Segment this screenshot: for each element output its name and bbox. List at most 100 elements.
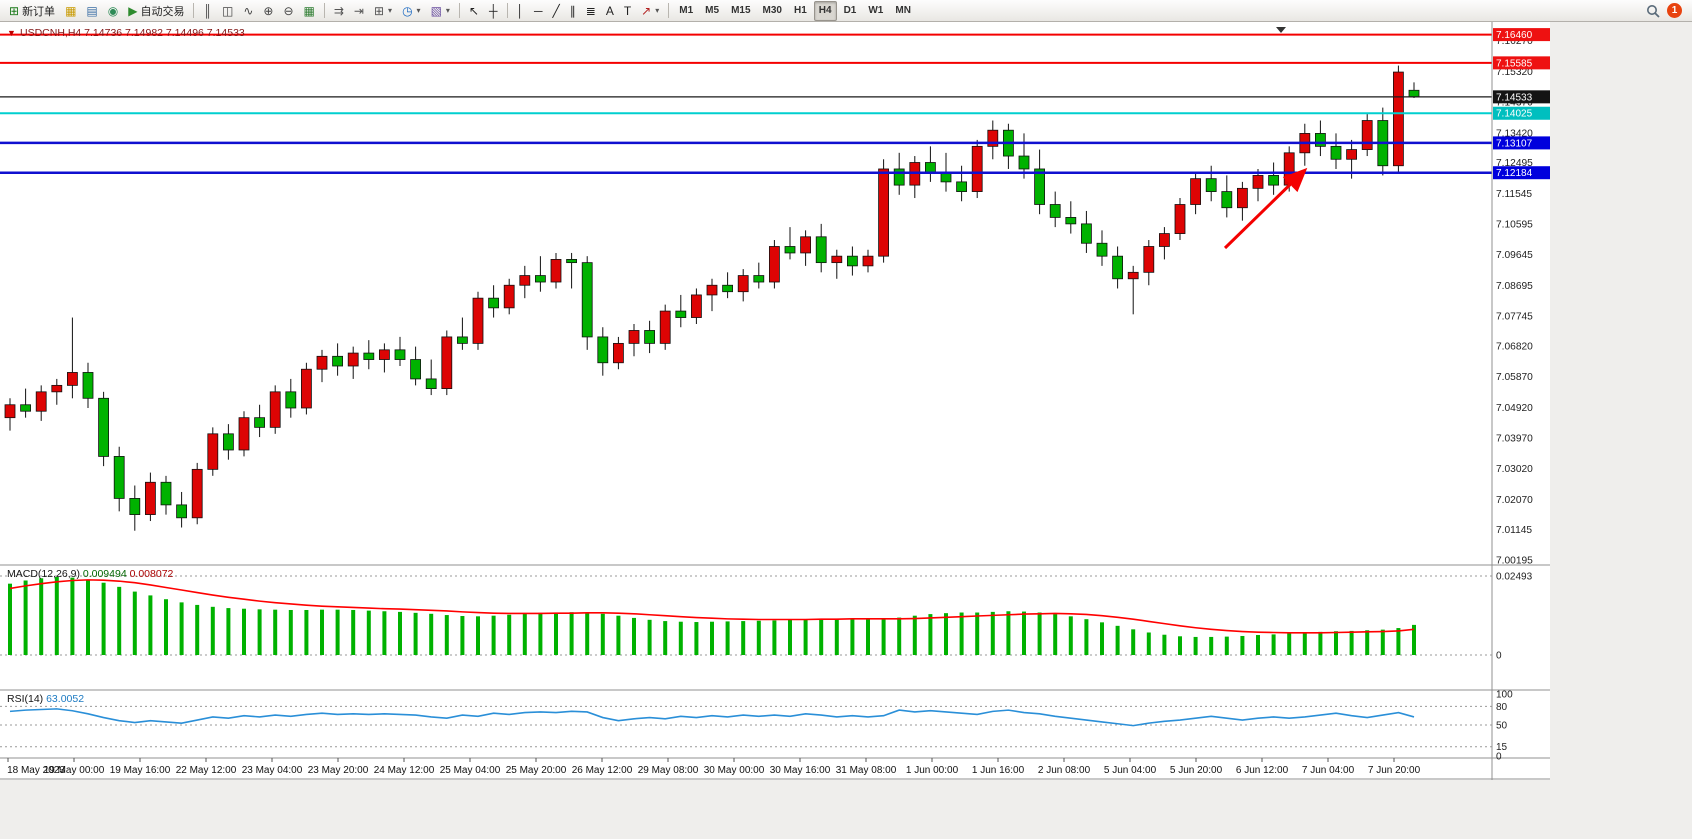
candle-body	[893, 168, 905, 186]
market-watch-button[interactable]: ▦	[61, 1, 80, 21]
period-button[interactable]: ◷ ▾	[398, 1, 425, 21]
tile-windows-icon: ▦	[303, 3, 315, 18]
chart-shift-button[interactable]: ⇥	[350, 1, 368, 21]
timeframe-m15[interactable]: M15	[731, 5, 751, 16]
svg-text:▼: ▼	[7, 28, 16, 38]
svg-text:5 Jun 20:00: 5 Jun 20:00	[1170, 765, 1223, 776]
autotrading-button-label: 自动交易	[140, 5, 185, 18]
candle-body	[222, 433, 234, 451]
svg-text:7.12184: 7.12184	[1496, 168, 1533, 179]
hline-button[interactable]: ─	[530, 1, 547, 21]
arrows-button[interactable]: ↗ ▾	[637, 1, 663, 21]
macd-bar	[148, 595, 153, 655]
chart-canvas[interactable]: ▼ USDCNH,H4 7.14736 7.14982 7.14496 7.145…	[0, 22, 1550, 780]
macd-bar	[1115, 625, 1120, 655]
candle-body	[1018, 155, 1030, 170]
macd-bar	[1365, 630, 1370, 655]
candle-body	[191, 468, 203, 519]
zoom-out-button[interactable]: ⊖	[279, 1, 297, 21]
macd-bar	[554, 612, 558, 655]
svg-text:6 Jun 12:00: 6 Jun 12:00	[1236, 765, 1289, 776]
svg-text:24 May 12:00: 24 May 12:00	[374, 765, 435, 776]
candlestick-series	[4, 65, 1420, 531]
cursor-button[interactable]: ↖	[465, 1, 483, 21]
price-tag	[1493, 90, 1550, 104]
tile-windows-button[interactable]: ▦	[300, 1, 319, 21]
trendline-button[interactable]: ╱	[549, 1, 564, 21]
macd-bar	[756, 620, 761, 655]
svg-text:7.15585: 7.15585	[1496, 58, 1533, 69]
toolbar-separator	[458, 3, 460, 18]
notification-badge[interactable]: 1	[1667, 3, 1682, 18]
macd-bar	[741, 621, 746, 655]
template-button[interactable]: ▧ ▾	[427, 1, 454, 21]
period-icon: ◷	[402, 3, 413, 18]
text-button[interactable]: A	[602, 1, 618, 21]
timeframe-m5[interactable]: M5	[705, 5, 720, 16]
macd-bar	[928, 614, 933, 655]
macd-bar	[678, 621, 683, 655]
timeframe-m1[interactable]: M1	[679, 5, 694, 16]
candle-body	[410, 359, 422, 380]
candle-body	[1268, 175, 1279, 186]
price-axis[interactable]: 7.162707.153207.143707.134207.124957.115…	[1493, 28, 1550, 763]
macd-bar	[54, 577, 59, 655]
macd-bar	[1084, 619, 1089, 655]
crosshair-button[interactable]: ┼	[485, 1, 502, 21]
svg-text:31 May 08:00: 31 May 08:00	[836, 765, 897, 776]
candle-body	[519, 275, 531, 286]
channel-button[interactable]: ∥	[566, 1, 580, 21]
candle-body	[1049, 204, 1061, 218]
macd-bar	[460, 616, 465, 655]
candle-body	[1393, 71, 1404, 167]
macd-bar	[1396, 628, 1401, 655]
new-order-button[interactable]: ⊞ 新订单	[5, 1, 59, 21]
timeframe-mn[interactable]: MN	[895, 5, 911, 16]
chart-shift-marker[interactable]	[1276, 27, 1286, 33]
rsi-label: RSI(14) 63.0052	[7, 693, 84, 705]
fibonacci-button[interactable]: ≣	[582, 1, 600, 21]
candle-body	[628, 330, 640, 344]
line-chart-icon: ∿	[243, 3, 254, 18]
candle-body	[737, 275, 749, 293]
svg-text:30 May 16:00: 30 May 16:00	[770, 765, 831, 776]
macd-bar	[242, 608, 246, 655]
textlabel-button[interactable]: T	[620, 1, 635, 21]
macd-bar	[491, 615, 496, 655]
svg-text:7.08695: 7.08695	[1496, 281, 1533, 292]
line-chart-button[interactable]: ∿	[239, 1, 257, 21]
rsi-line	[9, 708, 1415, 727]
symbol-ohlc-header: ▼ USDCNH,H4 7.14736 7.14982 7.14496 7.145…	[7, 27, 245, 39]
price-tag	[1493, 28, 1550, 42]
bar-chart-button[interactable]: ║	[199, 1, 216, 21]
candle-body	[503, 284, 515, 309]
candlestick-button[interactable]: ◫	[218, 1, 237, 21]
candle-body	[254, 417, 266, 428]
auto-scroll-button[interactable]: ⇉	[330, 1, 348, 21]
macd-bar	[1053, 614, 1058, 655]
macd-bar	[1349, 630, 1354, 655]
toolbar: ⊞ 新订单 ▦ ▤ ◉ ▶ 自动交易 ║ ◫ ∿ ⊕ ⊖ ▦ ⇉ ⇥ ⊞ ▾ ◷ ▾ ▧ ▾ ↖ ┼ │ ─ ╱ ∥ ≣ A T ↗ ▾ M1 M…	[0, 0, 1692, 22]
trend-arrow-annotation[interactable]	[1223, 167, 1308, 250]
macd-bar	[179, 602, 184, 655]
autotrading-button[interactable]: ▶ 自动交易	[124, 1, 188, 21]
data-window-button[interactable]: ▤	[82, 1, 101, 21]
new-chart-button[interactable]: ⊞ ▾	[370, 1, 396, 21]
search-icon[interactable]	[1646, 4, 1660, 18]
auto-scroll-icon: ⇉	[333, 3, 344, 18]
candle-body	[441, 336, 453, 390]
candle-body	[1190, 178, 1201, 205]
timeframe-m30[interactable]: M30	[762, 5, 782, 16]
timeframe-w1[interactable]: W1	[868, 5, 884, 16]
zoom-in-button[interactable]: ⊕	[259, 1, 277, 21]
timeframe-h1[interactable]: H1	[793, 5, 807, 16]
timeframe-h4[interactable]: H4	[813, 0, 837, 21]
timeframe-d1[interactable]: D1	[843, 5, 857, 16]
svg-text:7.09645: 7.09645	[1496, 250, 1533, 261]
vline-button[interactable]: │	[513, 1, 529, 21]
macd-bar	[990, 611, 995, 655]
horizontal-line-objects[interactable]	[0, 33, 1492, 174]
navigator-button[interactable]: ◉	[104, 1, 122, 21]
candle-body	[160, 481, 172, 506]
